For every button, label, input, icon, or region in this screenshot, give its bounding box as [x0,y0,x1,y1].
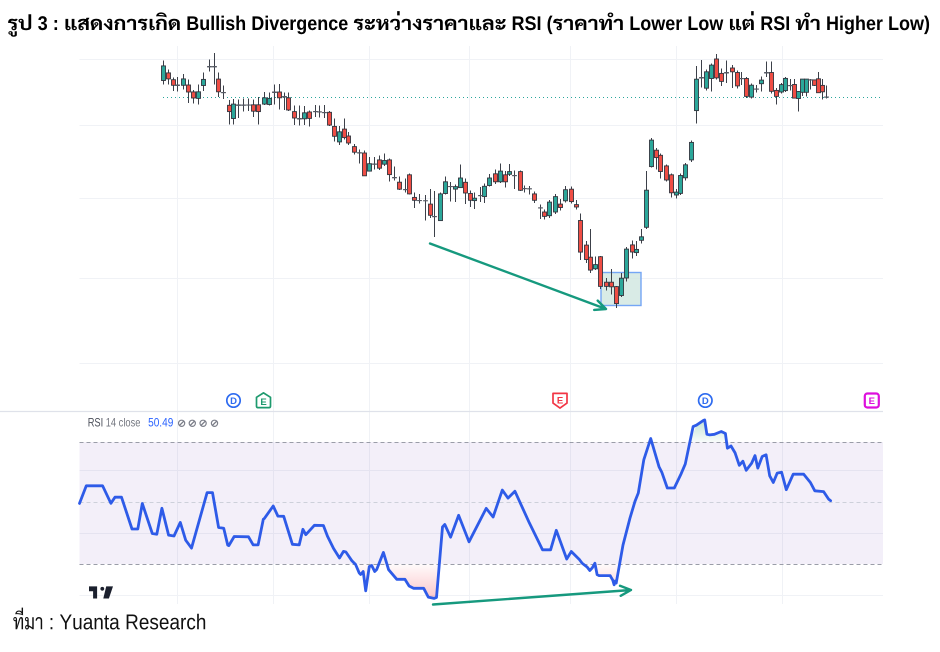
svg-text:E: E [557,395,563,406]
svg-text:D: D [230,396,237,407]
svg-text:E: E [869,396,875,407]
svg-text:50.49: 50.49 [148,416,173,430]
svg-text:D: D [702,396,709,407]
svg-text:RSI 14 close: RSI 14 close [88,416,141,430]
svg-text:E: E [260,397,266,408]
